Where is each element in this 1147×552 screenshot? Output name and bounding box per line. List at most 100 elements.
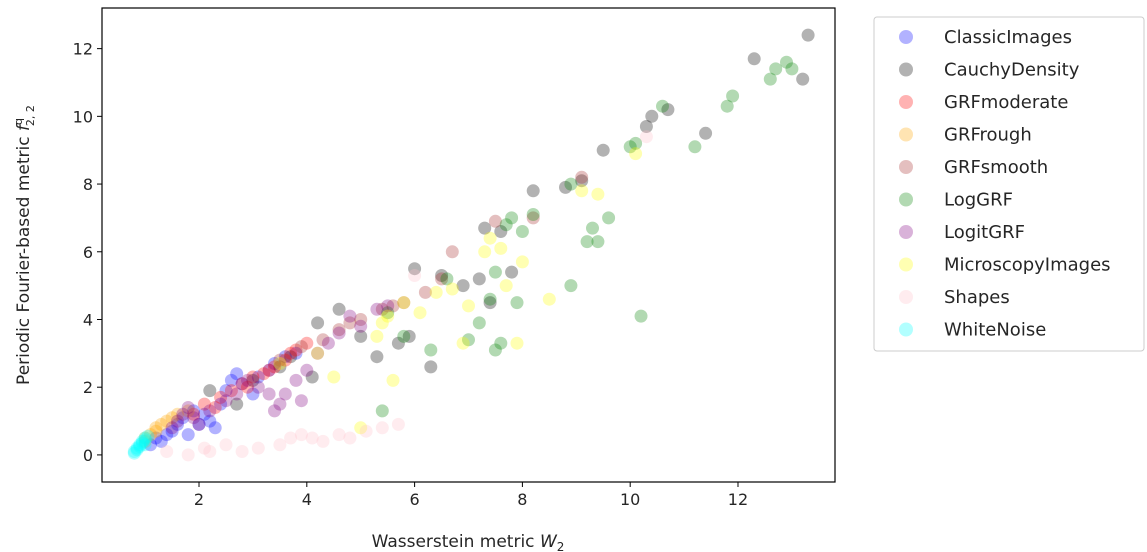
point-cauchydensity-1 (230, 397, 244, 411)
point-classicimages-15 (235, 377, 249, 391)
point-grfmoderate-4 (235, 377, 249, 391)
point-cauchydensity-6 (311, 316, 325, 330)
point-logitgrf-6 (203, 404, 217, 418)
point-cauchydensity-30 (796, 72, 810, 86)
point-logitgrf-23 (370, 302, 384, 316)
point-grfmoderate-12 (241, 380, 254, 394)
point-grfrough-5 (165, 411, 179, 425)
point-microscopyimages-5 (375, 316, 389, 330)
point-logitgrf-0 (165, 421, 179, 435)
point-cauchydensity-9 (370, 350, 384, 364)
point-loggrf-19 (591, 235, 605, 249)
point-grfmoderate-3 (224, 384, 238, 398)
point-cauchydensity-13 (424, 360, 438, 374)
point-microscopyimages-9 (413, 306, 427, 320)
point-grfrough-6 (171, 407, 184, 421)
point-microscopyimages-18 (510, 336, 524, 350)
y-tick-label-4: 8 (83, 175, 93, 194)
y-axis-ticks: 0 2 4 6 8 10 12 (73, 40, 102, 465)
point-classicimages-7 (187, 404, 201, 418)
point-cauchydensity-10 (391, 336, 405, 350)
point-microscopyimages-1 (311, 346, 325, 360)
point-microscopyimages-21 (575, 184, 589, 198)
point-loggrf-30 (780, 55, 793, 69)
legend-marker-grfmoderate (899, 95, 913, 109)
point-shapes-14 (375, 421, 389, 435)
point-cauchydensity-23 (575, 174, 589, 188)
point-cauchydensity-18 (483, 296, 497, 310)
point-shapes-17 (408, 269, 422, 282)
point-logitgrf-19 (321, 336, 335, 350)
point-grfsmooth-1 (294, 340, 308, 354)
scatter-points (127, 28, 815, 462)
point-shapes-10 (316, 434, 330, 448)
x-tick-label-1: 4 (302, 490, 312, 509)
point-cauchydensity-24 (596, 143, 610, 157)
point-loggrf-22 (629, 136, 643, 150)
point-shapes-1 (181, 448, 195, 462)
point-loggrf-10 (494, 336, 508, 350)
point-grfsmooth-4 (354, 313, 368, 326)
legend-label-logitgrf: LogitGRF (944, 222, 1025, 243)
point-loggrf-29 (769, 62, 783, 76)
point-microscopyimages-13 (462, 299, 475, 313)
point-whitenoise-7 (138, 431, 152, 445)
point-whitenoise-0 (127, 445, 141, 458)
point-cauchydensity-25 (639, 120, 653, 133)
point-microscopyimages-22 (591, 187, 605, 201)
point-loggrf-21 (623, 140, 637, 154)
y-axis-label-symbol: f (14, 122, 34, 131)
y-axis-label-superscript: q (12, 118, 25, 125)
point-microscopyimages-8 (397, 296, 411, 310)
point-microscopyimages-17 (499, 279, 513, 293)
y-tick-label-5: 10 (73, 107, 93, 126)
point-grfrough-8 (149, 421, 163, 435)
point-whitenoise-4 (138, 433, 152, 447)
point-grfsmooth-5 (375, 302, 389, 316)
point-whitenoise-1 (130, 441, 144, 455)
point-whitenoise-6 (133, 439, 147, 453)
x-axis-label-subscript: 2 (557, 540, 565, 552)
y-tick-label-3: 6 (83, 243, 93, 262)
y-tick-label-0: 0 (83, 446, 93, 465)
point-classicimages-17 (251, 370, 265, 384)
point-shapes-4 (235, 445, 249, 458)
point-loggrf-31 (785, 62, 799, 76)
point-logitgrf-3 (181, 401, 195, 414)
point-classicimages-23 (160, 428, 174, 442)
point-shapes-0 (160, 445, 174, 458)
point-microscopyimages-19 (515, 255, 529, 269)
point-cauchydensity-11 (402, 329, 416, 343)
point-loggrf-0 (375, 404, 389, 418)
point-grfmoderate-10 (300, 336, 314, 350)
point-loggrf-4 (440, 272, 454, 286)
point-classicimages-4 (171, 417, 184, 431)
point-shapes-15 (391, 417, 405, 431)
point-grfmoderate-1 (197, 397, 211, 411)
point-cauchydensity-2 (246, 373, 260, 387)
y-tick-label-6: 12 (73, 40, 93, 59)
point-microscopyimages-4 (370, 329, 384, 343)
point-logitgrf-14 (278, 387, 292, 401)
legend-label-grfsmooth: GRFsmooth (944, 157, 1048, 178)
point-whitenoise-11 (138, 438, 152, 452)
x-tick-label-4: 10 (620, 490, 640, 509)
point-loggrf-16 (564, 177, 578, 191)
point-loggrf-2 (397, 329, 411, 343)
point-microscopyimages-12 (456, 336, 470, 350)
point-grfmoderate-6 (257, 367, 271, 381)
point-microscopyimages-7 (386, 373, 400, 387)
point-grfsmooth-2 (316, 333, 330, 347)
point-microscopyimages-20 (542, 292, 556, 306)
point-grfrough-7 (181, 404, 195, 418)
legend-marker-whitenoise (899, 322, 913, 337)
legend-marker-cauchydensity (899, 62, 913, 77)
point-loggrf-12 (510, 296, 524, 310)
point-classicimages-3 (165, 424, 179, 438)
point-grfmoderate-7 (268, 360, 281, 374)
point-classicimages-6 (181, 428, 195, 442)
point-cauchydensity-29 (747, 52, 761, 66)
point-whitenoise-5 (130, 443, 144, 457)
legend-label-loggrf: LogGRF (944, 190, 1013, 211)
point-grfmoderate-9 (289, 343, 303, 357)
